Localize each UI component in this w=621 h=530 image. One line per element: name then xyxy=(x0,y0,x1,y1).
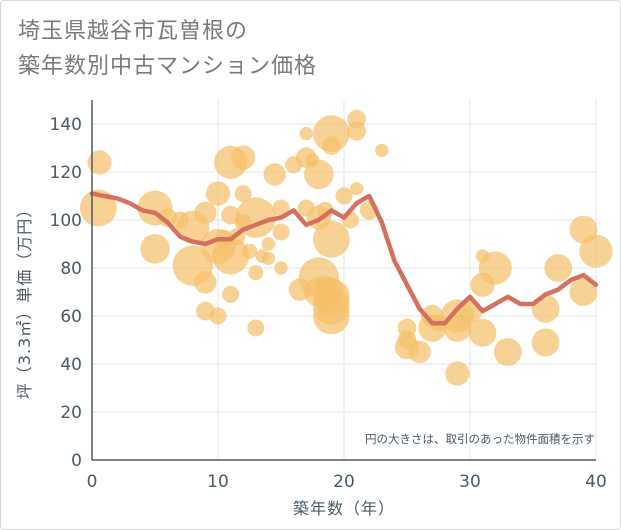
bubble-point xyxy=(209,307,227,325)
bubble-point xyxy=(272,223,290,241)
bubble-point xyxy=(241,243,258,259)
y-tick-label: 140 xyxy=(50,115,82,135)
y-tick-label: 40 xyxy=(60,355,82,375)
bubble-point xyxy=(261,251,276,266)
bubble-point xyxy=(313,297,350,335)
bubble-point xyxy=(234,185,252,203)
bubble-point xyxy=(319,277,344,302)
bubble-point xyxy=(212,237,250,275)
bubble-point xyxy=(347,121,366,141)
bubble-point xyxy=(248,265,264,281)
bubble-point xyxy=(579,234,613,268)
axes: 0 20 40 60 80 100 120 140 0 10 20 30 40 xyxy=(50,100,607,492)
bubble-point xyxy=(205,181,231,206)
bubble-point xyxy=(194,201,217,224)
series-layer xyxy=(89,191,599,326)
bubble-point xyxy=(261,237,276,251)
bubble-layer xyxy=(79,109,613,386)
bubble-point xyxy=(544,254,573,282)
bubble-point xyxy=(231,145,256,170)
x-tick-label: 10 xyxy=(207,472,229,492)
bubble-point xyxy=(531,328,560,357)
y-axis-label: 坪（3.3㎡）単価（万円） xyxy=(15,201,34,399)
bubble-point xyxy=(247,319,265,337)
bubble-point xyxy=(263,163,286,186)
bubble-point xyxy=(349,182,364,196)
bubble-point xyxy=(468,318,497,347)
chart-title: 埼玉県越谷市瓦曽根の 築年数別中古マンション価格 xyxy=(18,19,318,79)
bubble-point xyxy=(87,150,112,175)
y-tick-label: 80 xyxy=(60,259,82,279)
x-tick-label: 30 xyxy=(459,472,481,492)
x-axis-label: 築年数（年） xyxy=(293,499,395,518)
x-tick-label: 20 xyxy=(333,472,355,492)
y-tick-label: 0 xyxy=(71,451,82,471)
grid xyxy=(92,100,597,460)
bubble-point xyxy=(445,361,470,386)
y-tick-label: 120 xyxy=(50,163,82,183)
y-tick-label: 60 xyxy=(60,307,82,327)
bubble-point xyxy=(335,187,353,205)
y-tick-label: 100 xyxy=(50,211,82,231)
y-tick-label: 20 xyxy=(60,403,82,423)
bubble-point xyxy=(569,278,598,306)
bubble-point xyxy=(478,251,512,285)
bubble-point xyxy=(313,220,350,258)
bubble-point xyxy=(313,115,350,152)
x-tick-label: 0 xyxy=(87,472,98,492)
bubble-point xyxy=(222,285,240,303)
bubble-point xyxy=(493,338,522,366)
bubble-point xyxy=(304,159,334,190)
x-tick-label: 40 xyxy=(585,472,607,492)
bubble-point xyxy=(322,136,341,156)
bubble-point xyxy=(274,261,288,275)
average-price-line xyxy=(89,191,599,326)
bubble-point xyxy=(408,340,431,364)
size-note: 円の大きさは、取引のあった物件面積を示す xyxy=(365,432,595,446)
bubble-point xyxy=(140,234,170,264)
bubble-point xyxy=(194,271,217,294)
bubble-point xyxy=(375,143,389,158)
bubble-point xyxy=(299,126,313,141)
bubble-point xyxy=(272,199,290,217)
